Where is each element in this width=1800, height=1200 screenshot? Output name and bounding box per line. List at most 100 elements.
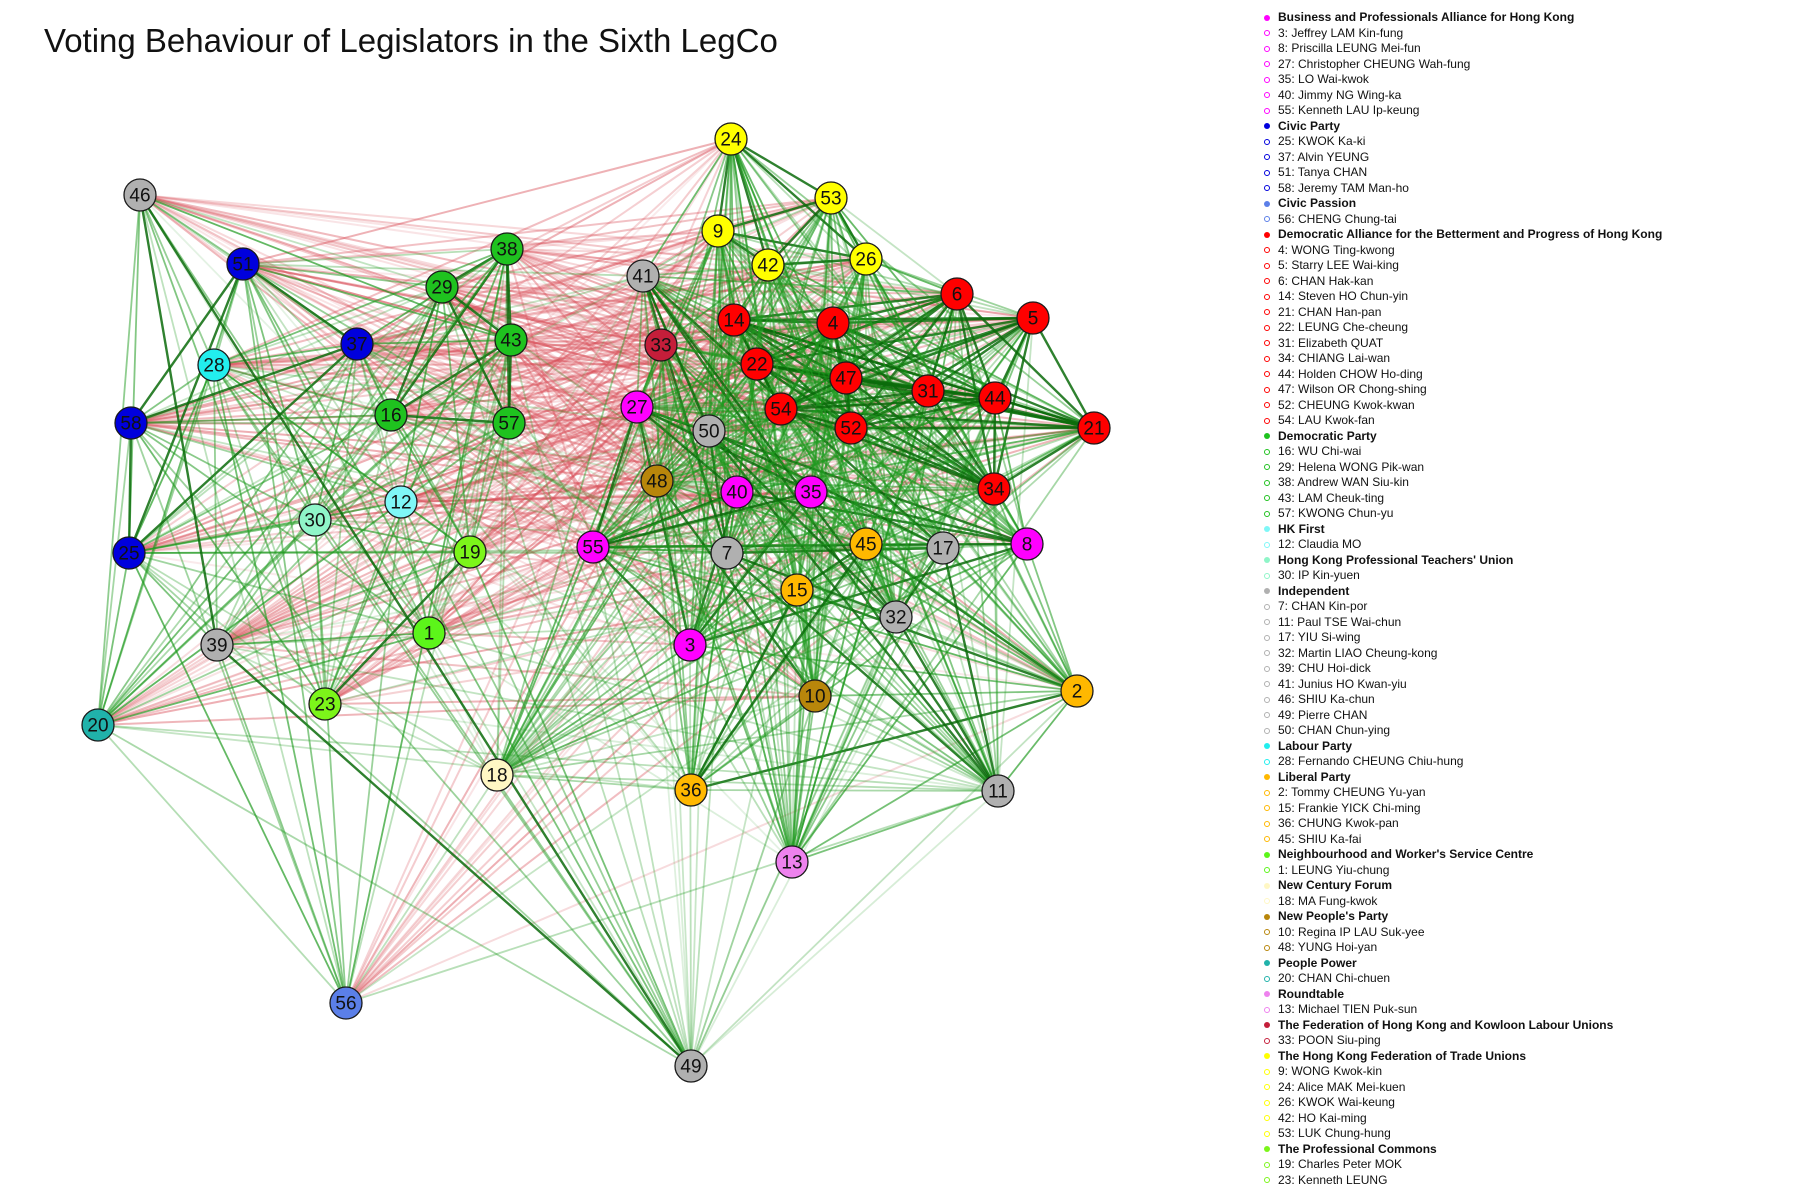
vote-edge-35-47	[810, 377, 847, 493]
legislator-node-53[interactable]: 53	[814, 181, 848, 215]
legislator-node-19[interactable]: 19	[453, 535, 487, 569]
legend-party-dot	[1264, 1022, 1270, 1029]
legislator-node-52[interactable]: 52	[834, 411, 868, 445]
legend-party-label: Democratic Alliance for the Betterment a…	[1278, 227, 1663, 241]
legislator-node-33[interactable]: 33	[644, 328, 678, 362]
legislator-node-25[interactable]: 25	[112, 536, 146, 570]
legislator-node-24[interactable]: 24	[714, 122, 748, 156]
node-circle	[780, 573, 814, 607]
legislator-node-28[interactable]: 28	[197, 348, 231, 382]
legislator-node-47[interactable]: 47	[829, 361, 863, 395]
legislator-node-7[interactable]: 7	[710, 536, 744, 570]
legislator-node-8[interactable]: 8	[1010, 527, 1044, 561]
legend-member-ring	[1264, 293, 1270, 300]
legislator-node-10[interactable]: 10	[798, 679, 832, 713]
legislator-node-14[interactable]: 14	[717, 303, 751, 337]
legislator-node-44[interactable]: 44	[978, 381, 1012, 415]
vote-edge-41-53	[642, 197, 832, 277]
legislator-node-15[interactable]: 15	[780, 573, 814, 607]
legend-member-ring	[1264, 696, 1270, 703]
legislator-node-31[interactable]: 31	[911, 374, 945, 408]
vote-edge-45-48	[656, 480, 867, 545]
legislator-node-32[interactable]: 32	[879, 600, 913, 634]
legislator-node-40[interactable]: 40	[720, 475, 754, 509]
legislator-node-12[interactable]: 12	[384, 485, 418, 519]
legislator-node-50[interactable]: 50	[692, 414, 726, 448]
legend-party-14: Roundtable	[1262, 987, 1792, 1003]
vote-edge-15-20	[97, 589, 798, 726]
vote-edge-3-21	[689, 427, 1095, 646]
legislator-node-41[interactable]: 41	[626, 259, 660, 293]
vote-edge-48-52	[656, 427, 852, 482]
node-circle	[340, 327, 374, 361]
legislator-node-5[interactable]: 5	[1016, 301, 1050, 335]
legislator-node-1[interactable]: 1	[412, 616, 446, 650]
legend-member-55: 55: Kenneth LAU Ip-keung	[1262, 103, 1792, 119]
legend-party-16: The Hong Kong Federation of Trade Unions	[1262, 1049, 1792, 1065]
vote-edge-11-31	[927, 390, 999, 792]
vote-edge-3-23	[324, 644, 691, 705]
legislator-node-57[interactable]: 57	[492, 406, 526, 440]
legislator-node-55[interactable]: 55	[576, 530, 610, 564]
vote-edge-11-47	[845, 377, 999, 792]
legislator-node-16[interactable]: 16	[374, 398, 408, 432]
legislator-node-42[interactable]: 42	[751, 248, 785, 282]
node-label: 19	[459, 543, 480, 564]
legislator-node-36[interactable]: 36	[674, 773, 708, 807]
legislator-node-4[interactable]: 4	[816, 306, 850, 340]
legend-member-10: 10: Regina IP LAU Suk-yee	[1262, 925, 1792, 941]
legislator-node-22[interactable]: 22	[740, 347, 774, 381]
legislator-node-54[interactable]: 54	[764, 392, 798, 426]
legislator-node-21[interactable]: 21	[1077, 411, 1111, 445]
node-label: 40	[726, 483, 747, 504]
vote-edge-13-34	[791, 488, 995, 863]
legislator-node-3[interactable]: 3	[673, 628, 707, 662]
legislator-node-11[interactable]: 11	[981, 774, 1015, 808]
vote-edge-24-37	[356, 138, 732, 345]
legislator-node-58[interactable]: 58	[114, 406, 148, 440]
vote-edge-28-30	[213, 364, 316, 521]
legislator-node-30[interactable]: 30	[298, 503, 332, 537]
legend-member-ring	[1264, 836, 1270, 843]
legislator-node-51[interactable]: 51	[226, 247, 260, 281]
vote-edge-25-29	[128, 286, 443, 554]
legislator-node-35[interactable]: 35	[794, 475, 828, 509]
legislator-node-9[interactable]: 9	[701, 214, 735, 248]
legislator-node-34[interactable]: 34	[977, 472, 1011, 506]
legislator-node-45[interactable]: 45	[849, 527, 883, 561]
legend-member-ring	[1264, 1006, 1270, 1013]
vote-edge-1-20	[97, 632, 430, 726]
vote-edge-18-32	[496, 616, 897, 776]
vote-edge-28-38	[213, 248, 508, 366]
legislator-node-2[interactable]: 2	[1060, 674, 1094, 708]
legislator-node-20[interactable]: 20	[81, 708, 115, 742]
node-label: 32	[885, 608, 906, 629]
vote-edge-10-42	[767, 264, 816, 697]
legislator-node-13[interactable]: 13	[775, 845, 809, 879]
legislator-node-49[interactable]: 49	[674, 1049, 708, 1083]
vote-edge-13-48	[656, 480, 793, 863]
vote-edge-19-43	[469, 339, 512, 553]
legend-member-7: 7: CHAN Kin-por	[1262, 599, 1792, 615]
legislator-node-18[interactable]: 18	[480, 758, 514, 792]
vote-edge-54-55	[592, 408, 782, 548]
legislator-node-17[interactable]: 17	[926, 531, 960, 565]
legislator-node-23[interactable]: 23	[308, 687, 342, 721]
node-label: 34	[983, 480, 1005, 501]
legislator-node-26[interactable]: 26	[849, 242, 883, 276]
legislator-node-39[interactable]: 39	[200, 628, 234, 662]
vote-edge-35-55	[592, 490, 812, 549]
vote-edge-19-29	[441, 286, 471, 553]
legislator-node-27[interactable]: 27	[620, 390, 654, 424]
legend-member-label: 3: Jeffrey LAM Kin-fung	[1278, 25, 1404, 40]
legislator-node-48[interactable]: 48	[640, 464, 674, 498]
legislator-node-37[interactable]: 37	[340, 327, 374, 361]
legislator-node-46[interactable]: 46	[123, 178, 157, 212]
legend-member-2: 2: Tommy CHEUNG Yu-yan	[1262, 785, 1792, 801]
legislator-node-29[interactable]: 29	[425, 270, 459, 304]
vote-edge-24-39	[216, 138, 732, 646]
legislator-node-6[interactable]: 6	[940, 277, 974, 311]
legislator-node-43[interactable]: 43	[494, 323, 528, 357]
legislator-node-38[interactable]: 38	[490, 232, 524, 266]
legislator-node-56[interactable]: 56	[329, 986, 363, 1020]
